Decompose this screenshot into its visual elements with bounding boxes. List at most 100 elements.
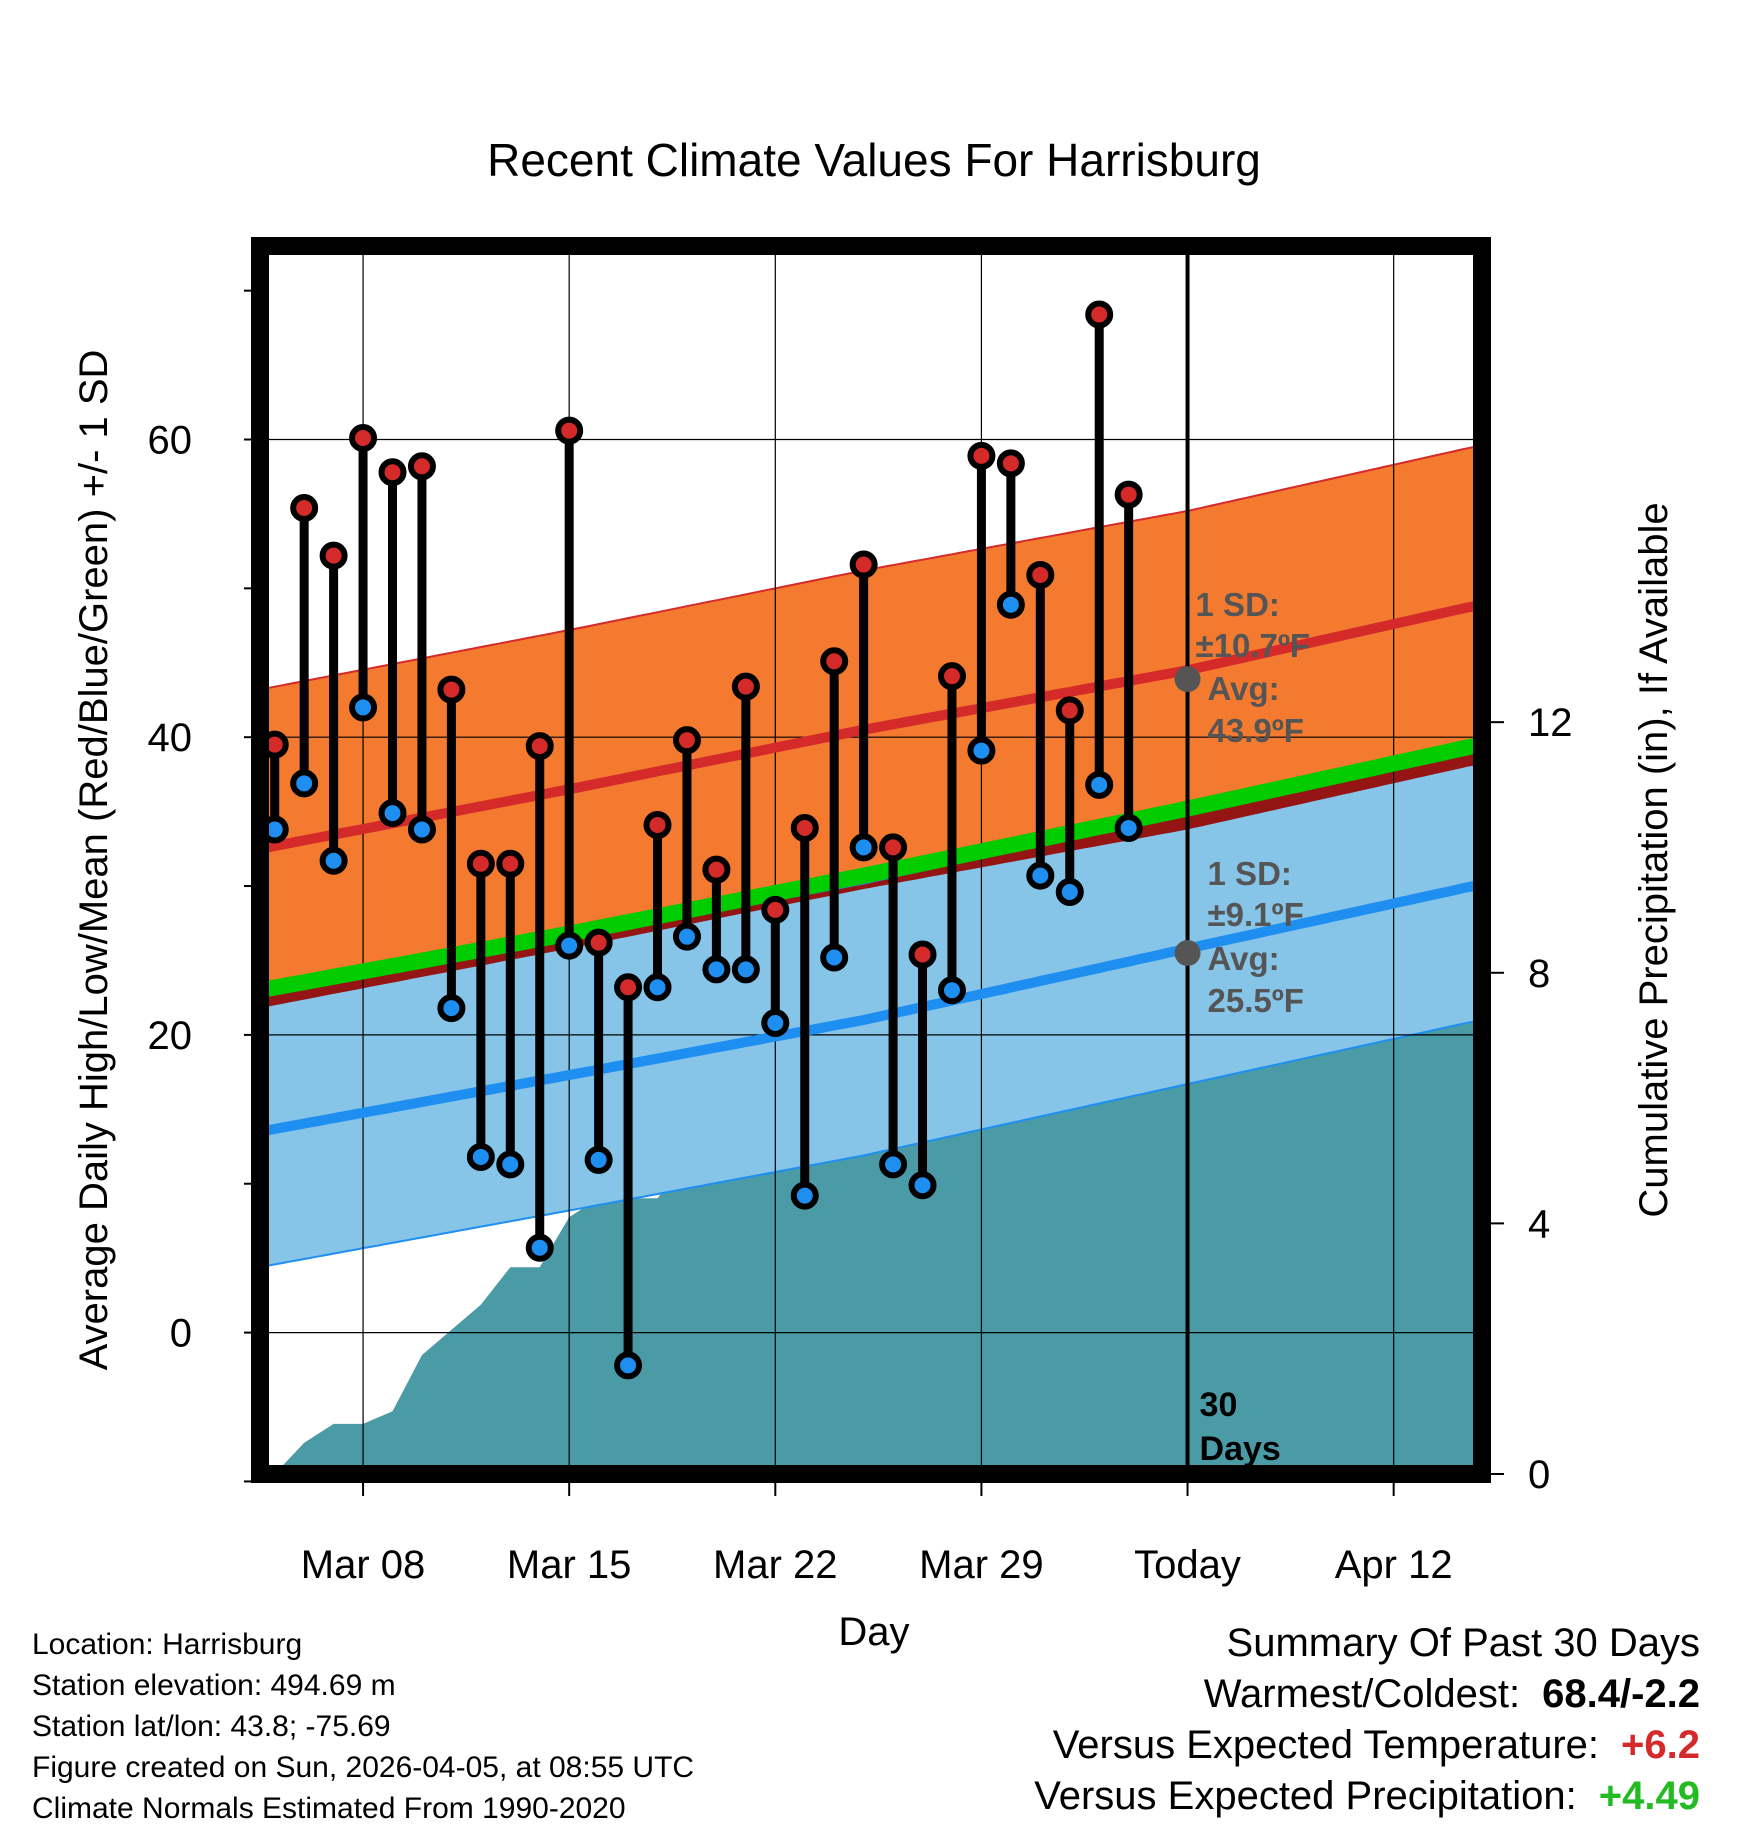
x-tick-label: Mar 29 [919, 1543, 1044, 1587]
daily-low-point [349, 693, 378, 722]
daily-high-point [290, 493, 319, 522]
daily-low-point [496, 1150, 525, 1179]
daily-high-point [555, 416, 584, 445]
daily-high-point [1085, 300, 1114, 329]
daily-low-point [319, 846, 348, 875]
station-metadata: Location: Harrisburg Station elevation: … [32, 1624, 694, 1829]
annotation-low-avg-value: 25.5ºF [1208, 982, 1304, 1019]
y2-axis-label: Cumulative Precipitation (in), If Availa… [1632, 502, 1676, 1217]
warm-cold-value: 68.4/-2.2 [1542, 1672, 1700, 1716]
x-tick-label: Today [1134, 1543, 1241, 1587]
y-tick-label: 60 [148, 419, 193, 463]
daily-high-point [319, 541, 348, 570]
daily-high-point [820, 647, 849, 676]
meta-location: Location: Harrisburg [32, 1628, 303, 1661]
chart-title: Recent Climate Values For Harrisburg [487, 134, 1261, 186]
daily-low-point [378, 799, 407, 828]
y2-tick-label: 8 [1528, 952, 1550, 996]
annotation-high-avg-value: 43.9ºF [1208, 712, 1304, 749]
warm-cold-label: Warmest/Coldest: [1203, 1672, 1521, 1716]
daily-high-point [672, 726, 701, 755]
daily-low-point [702, 955, 731, 984]
daily-high-point [1055, 696, 1084, 725]
daily-low-point [908, 1171, 937, 1200]
daily-low-point [1026, 861, 1055, 890]
daily-high-point [731, 672, 760, 701]
annotation-low-sd-value: ±9.1ºF [1208, 896, 1304, 933]
daily-low-point [407, 815, 436, 844]
high-avg-marker [1174, 666, 1201, 693]
daily-low-point [1114, 813, 1143, 842]
x-tick-label: Mar 22 [713, 1543, 838, 1587]
daily-high-point [790, 813, 819, 842]
daily-mean-line [260, 738, 1482, 999]
daily-high-point [761, 895, 790, 924]
precip-area [274, 985, 1474, 1474]
today-days-label: 30 [1200, 1386, 1238, 1424]
y-tick-label: 20 [148, 1014, 193, 1058]
annotation-high-avg-label: Avg: [1208, 670, 1280, 707]
precip-value: +4.49 [1598, 1774, 1700, 1818]
plot-frame [251, 237, 1491, 1483]
y2-tick-label: 12 [1528, 701, 1573, 745]
daily-low-point [731, 955, 760, 984]
summary-heading: Summary Of Past 30 Days [1226, 1621, 1700, 1665]
daily-low-point [1085, 770, 1114, 799]
y-axis-label: Average Daily High/Low/Mean (Red/Blue/Gr… [72, 350, 116, 1371]
temp-label: Versus Expected Temperature: [1052, 1723, 1600, 1767]
annotation-low-avg-label: Avg: [1208, 940, 1280, 977]
annotation-low-sd-label: 1 SD: [1208, 855, 1292, 892]
daily-low-point [555, 931, 584, 960]
annotation-high-sd-value: ±10.7ºF [1196, 627, 1311, 664]
y2-tick-label: 0 [1528, 1453, 1550, 1497]
temp-value: +6.2 [1621, 1723, 1700, 1767]
meta-elevation: Station elevation: 494.69 m [32, 1669, 396, 1702]
daily-low-point [584, 1145, 613, 1174]
daily-high-point [702, 855, 731, 884]
today-days-label: Days [1200, 1430, 1281, 1468]
meta-normals: Climate Normals Estimated From 1990-2020 [32, 1792, 626, 1825]
daily-low-point [996, 590, 1025, 619]
daily-high-point [849, 550, 878, 579]
daily-high-point [496, 849, 525, 878]
low-mean-line [260, 881, 1482, 1137]
y2-tick-label: 4 [1528, 1202, 1550, 1246]
x-tick-label: Mar 15 [507, 1543, 632, 1587]
daily-low-point [879, 1150, 908, 1179]
daily-high-point [407, 452, 436, 481]
x-tick-label: Apr 12 [1335, 1543, 1453, 1587]
daily-low-point [820, 943, 849, 972]
x-axis-label: Day [838, 1610, 909, 1654]
daily-low-point [1055, 878, 1084, 907]
daily-high-point [584, 928, 613, 957]
x-tick-label: Mar 08 [301, 1543, 426, 1587]
daily-low-point [790, 1181, 819, 1210]
daily-high-point [937, 662, 966, 691]
summary-precip-row: Versus Expected Precipitation: +4.49 [1034, 1771, 1700, 1822]
meta-created: Figure created on Sun, 2026-04-05, at 08… [32, 1751, 695, 1784]
daily-low-point [643, 973, 672, 1002]
daily-low-point [672, 922, 701, 951]
daily-high-point [643, 811, 672, 840]
high-mean-line [260, 601, 1482, 854]
y-tick-label: 0 [170, 1312, 192, 1356]
daily-low-point [525, 1233, 554, 1262]
summary-warm-cold-row: Warmest/Coldest: 68.4/-2.2 [1034, 1669, 1700, 1720]
daily-low-point [849, 833, 878, 862]
daily-low-point [761, 1008, 790, 1037]
daily-high-point [614, 973, 643, 1002]
meta-latlon: Station lat/lon: 43.8; -75.69 [32, 1710, 391, 1743]
daily-low-point [967, 736, 996, 765]
summary-temp-row: Versus Expected Temperature: +6.2 [1034, 1720, 1700, 1771]
annotation-high-sd-label: 1 SD: [1196, 586, 1280, 623]
daily-low-point [290, 769, 319, 798]
daily-high-point [1026, 560, 1055, 589]
daily-low-point [614, 1351, 643, 1380]
summary-panel: Summary Of Past 30 Days Warmest/Coldest:… [1034, 1618, 1700, 1822]
daily-high-point [879, 833, 908, 862]
daily-low-point [466, 1142, 495, 1171]
daily-high-point [349, 424, 378, 453]
daily-high-point [437, 675, 466, 704]
daily-low-point [437, 994, 466, 1023]
